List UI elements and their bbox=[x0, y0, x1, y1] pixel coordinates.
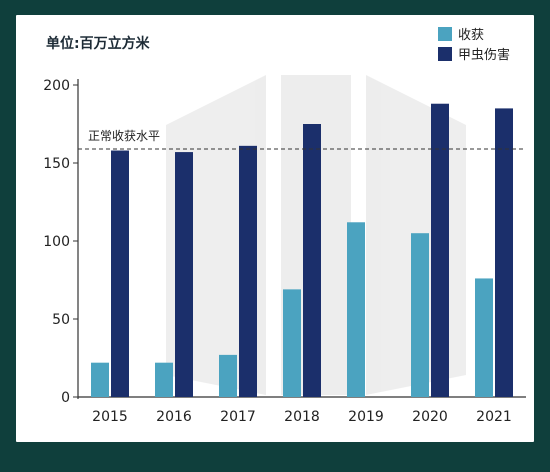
axes: 0 50 100 150 200 2015 2016 2017 2018 2019 2020 2021 bbox=[43, 78, 526, 425]
legend-swatch bbox=[438, 47, 452, 61]
bar-beetle-2018 bbox=[303, 124, 321, 397]
bar-harvest-2021 bbox=[475, 278, 493, 397]
legend-label: 甲虫伤害 bbox=[458, 47, 510, 63]
x-tick-label: 2017 bbox=[220, 409, 256, 425]
bar-harvest-2016 bbox=[155, 362, 173, 397]
legend-swatch bbox=[438, 27, 452, 41]
bars bbox=[91, 103, 513, 398]
legend-label: 收获 bbox=[458, 28, 484, 43]
y-tick-label: 50 bbox=[52, 312, 70, 328]
bar-harvest-2020 bbox=[411, 233, 429, 397]
reference-line-label: 正常收获水平 bbox=[88, 129, 160, 143]
bar-harvest-2018 bbox=[283, 289, 301, 397]
y-tick-label: 200 bbox=[43, 78, 70, 94]
x-tick-label: 2015 bbox=[92, 409, 128, 425]
x-tick-label: 2021 bbox=[476, 409, 512, 425]
x-tick-label: 2020 bbox=[412, 409, 448, 425]
reference-line-group: 正常收获水平 bbox=[78, 129, 526, 150]
chart-frame: 单位:百万立方米 0 50 100 150 200 2015 2016 2017 2018 201… bbox=[16, 15, 534, 442]
bar-beetle-2020 bbox=[431, 103, 449, 397]
bar-beetle-2017 bbox=[239, 145, 257, 397]
x-tick-label: 2016 bbox=[156, 409, 192, 425]
y-tick-label: 150 bbox=[43, 156, 70, 172]
bar-harvest-2015 bbox=[91, 362, 109, 397]
bar-beetle-2021 bbox=[495, 108, 513, 398]
x-tick-label: 2018 bbox=[284, 409, 320, 425]
bar-chart: 单位:百万立方米 0 50 100 150 200 2015 2016 2017 2018 201… bbox=[43, 27, 526, 425]
chart-title: 单位:百万立方米 bbox=[46, 35, 151, 52]
bar-beetle-2016 bbox=[175, 152, 193, 397]
bar-beetle-2015 bbox=[111, 150, 129, 397]
bar-harvest-2019 bbox=[347, 222, 365, 397]
y-tick-label: 100 bbox=[43, 234, 70, 250]
y-tick-label: 0 bbox=[61, 390, 70, 406]
bar-harvest-2017 bbox=[219, 354, 237, 397]
x-tick-label: 2019 bbox=[348, 409, 384, 425]
